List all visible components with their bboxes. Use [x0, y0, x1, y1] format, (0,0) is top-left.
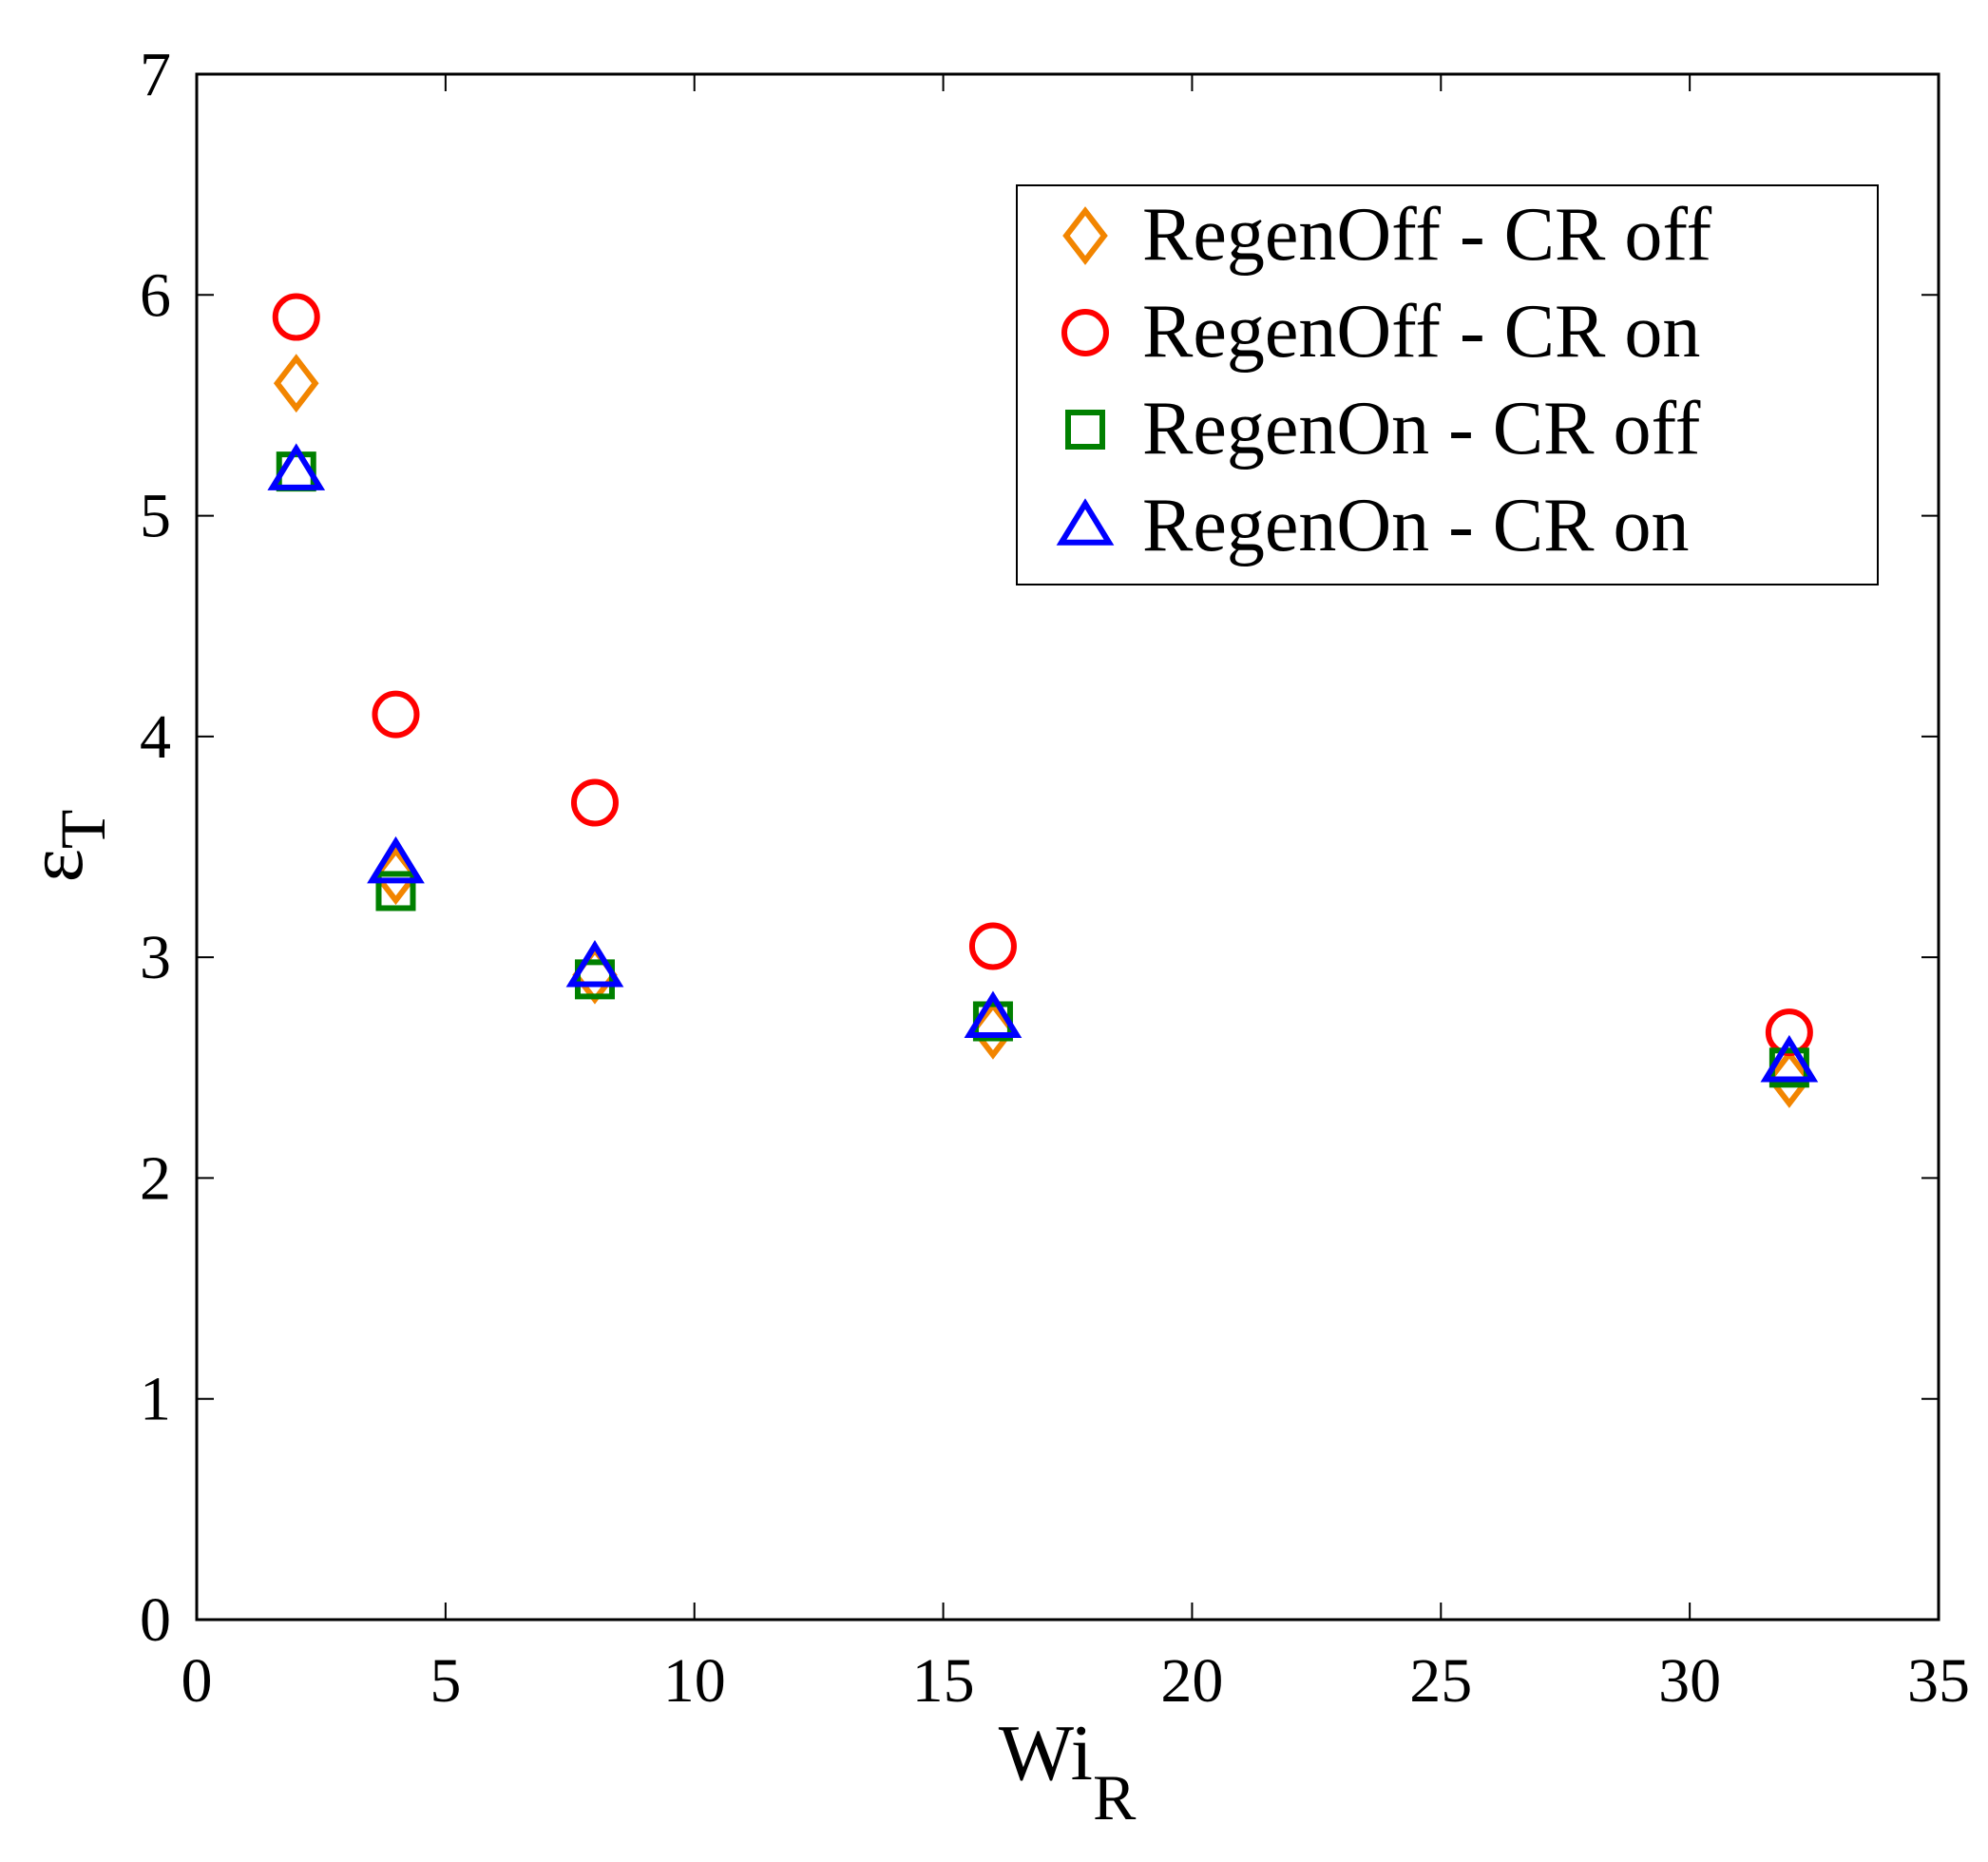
y-tick-label: 2 — [140, 1143, 171, 1213]
data-point-circle — [272, 293, 320, 341]
legend: RegenOff - CR off RegenOff - CR on Regen… — [1016, 184, 1879, 585]
y-tick-label: 4 — [140, 702, 171, 772]
x-axis-label-subscript: R — [1093, 1761, 1137, 1833]
legend-marker-triangle — [1056, 498, 1115, 546]
y-tick-label: 7 — [140, 40, 171, 109]
y-tick-label: 1 — [140, 1365, 171, 1434]
data-point-triangle — [267, 443, 326, 490]
y-axis-label-main: ε — [11, 849, 100, 882]
x-axis: 0 5 10 15 20 25 30 35 — [182, 74, 1970, 1716]
data-point-circle — [968, 922, 1017, 970]
data-point-diamond — [273, 354, 319, 413]
data-point-square — [574, 959, 615, 1000]
legend-entry-2-label: RegenOn - CR off — [1142, 387, 1701, 470]
y-tick-label: 6 — [140, 260, 171, 330]
x-axis-label-main: Wi — [999, 1709, 1093, 1797]
legend-marker-square — [1065, 410, 1105, 450]
y-tick-label: 3 — [140, 923, 171, 992]
data-point-diamond — [1767, 1048, 1812, 1108]
y-axis-label-subscript: T — [47, 810, 119, 850]
y-axis-label-group: εT — [11, 810, 119, 883]
x-tick-label: 15 — [912, 1646, 975, 1716]
data-point-circle — [570, 778, 619, 827]
y-axis: 0 1 2 3 4 5 6 7 — [140, 40, 1939, 1655]
x-tick-label: 0 — [182, 1646, 213, 1716]
y-tick-label: 0 — [140, 1585, 171, 1655]
legend-box — [1016, 184, 1879, 585]
x-tick-label: 25 — [1409, 1646, 1472, 1716]
data-points — [267, 293, 1819, 1108]
data-point-triangle — [964, 990, 1023, 1038]
x-tick-label: 30 — [1658, 1646, 1721, 1716]
data-point-triangle — [565, 940, 624, 988]
plot-area-frame — [195, 72, 1940, 1622]
x-tick-label: 5 — [430, 1646, 461, 1716]
y-tick-label: 5 — [140, 482, 171, 551]
legend-markers — [1056, 206, 1115, 546]
x-tick-label: 35 — [1907, 1646, 1970, 1716]
legend-marker-circle — [1061, 309, 1109, 356]
data-point-circle — [372, 690, 420, 739]
x-tick-label: 20 — [1160, 1646, 1223, 1716]
x-tick-label: 10 — [663, 1646, 726, 1716]
legend-marker-diamond — [1062, 206, 1108, 265]
y-axis-label: εT — [11, 810, 119, 883]
data-point-square — [375, 871, 416, 912]
data-point-triangle — [1760, 1034, 1819, 1083]
legend-entry-1-label: RegenOff - CR on — [1142, 290, 1700, 374]
legend-entry-3-label: RegenOn - CR on — [1142, 484, 1690, 567]
data-point-triangle — [367, 835, 425, 884]
legend-entry-0-label: RegenOff - CR off — [1142, 193, 1712, 277]
x-axis-label: WiR — [999, 1709, 1137, 1833]
